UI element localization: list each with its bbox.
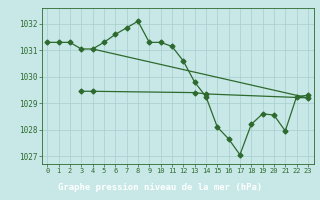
Text: Graphe pression niveau de la mer (hPa): Graphe pression niveau de la mer (hPa) [58,182,262,192]
